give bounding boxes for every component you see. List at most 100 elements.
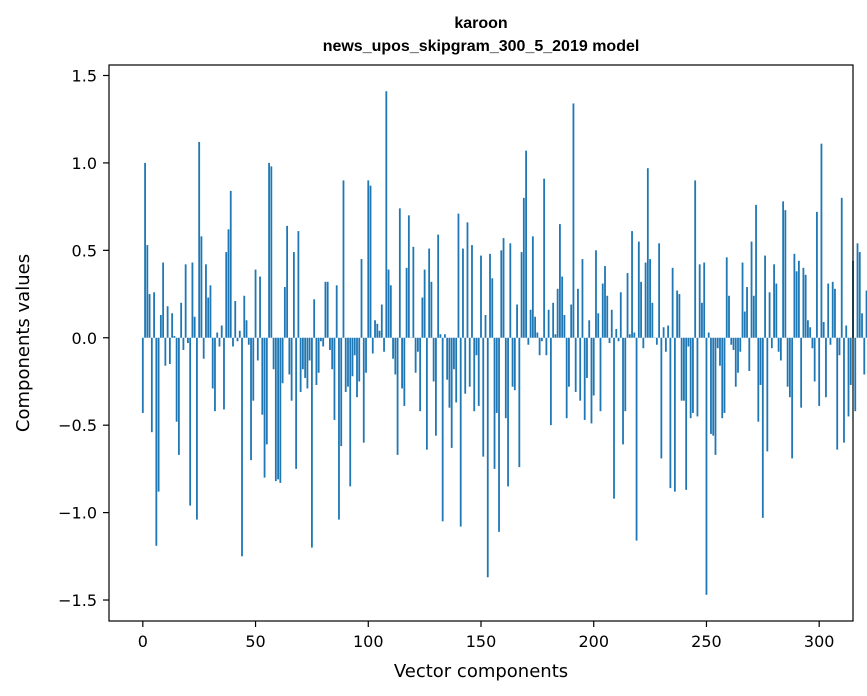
bar-297 bbox=[811, 337, 814, 349]
bar-108 bbox=[385, 91, 388, 338]
bar-62 bbox=[281, 337, 284, 384]
bar-236 bbox=[673, 337, 676, 492]
bar-148 bbox=[475, 337, 478, 356]
bar-91 bbox=[347, 337, 349, 387]
bar-77 bbox=[315, 337, 318, 385]
bar-202 bbox=[597, 313, 600, 338]
y-tick-label: −1.5 bbox=[58, 591, 97, 610]
bar-193 bbox=[577, 288, 579, 338]
bar-2 bbox=[146, 245, 149, 338]
bar-294 bbox=[804, 274, 807, 338]
bar-130 bbox=[435, 337, 437, 436]
bar-54 bbox=[263, 337, 266, 478]
bar-35 bbox=[220, 325, 223, 338]
bar-124 bbox=[421, 297, 424, 338]
bar-61 bbox=[279, 337, 282, 483]
bar-189 bbox=[568, 337, 570, 387]
bar-22 bbox=[191, 262, 194, 338]
bar-156 bbox=[493, 337, 496, 469]
bar-198 bbox=[588, 320, 591, 338]
bar-93 bbox=[351, 337, 354, 377]
bar-248 bbox=[701, 302, 703, 338]
bar-37 bbox=[225, 252, 228, 338]
bar-219 bbox=[635, 337, 638, 541]
bar-320 bbox=[863, 337, 866, 375]
bar-303 bbox=[825, 337, 827, 398]
bar-41 bbox=[234, 301, 237, 338]
bar-9 bbox=[162, 262, 165, 338]
bar-94 bbox=[353, 337, 356, 356]
bar-152 bbox=[484, 315, 487, 338]
bar-155 bbox=[491, 278, 494, 338]
bar-174 bbox=[534, 316, 537, 338]
bars-group bbox=[141, 91, 867, 595]
bar-262 bbox=[732, 337, 735, 350]
bar-14 bbox=[173, 336, 176, 338]
bar-75 bbox=[311, 337, 313, 548]
bar-5 bbox=[153, 292, 155, 338]
bar-249 bbox=[703, 262, 706, 338]
bar-71 bbox=[301, 337, 304, 370]
bar-13 bbox=[171, 313, 174, 338]
plot-area-frame bbox=[108, 64, 854, 622]
bar-232 bbox=[664, 337, 667, 352]
bar-4 bbox=[150, 337, 153, 433]
bar-214 bbox=[624, 337, 627, 412]
bar-18 bbox=[182, 337, 185, 350]
bar-181 bbox=[549, 337, 552, 426]
y-tick-label: 1.0 bbox=[72, 154, 97, 173]
bar-112 bbox=[394, 337, 397, 375]
bar-176 bbox=[538, 337, 541, 356]
bar-293 bbox=[802, 267, 805, 338]
bar-60 bbox=[277, 337, 279, 480]
bar-289 bbox=[793, 253, 796, 338]
bar-146 bbox=[471, 245, 473, 338]
bar-274 bbox=[759, 337, 762, 385]
bar-310 bbox=[840, 197, 843, 338]
bar-281 bbox=[775, 283, 778, 338]
bar-223 bbox=[644, 262, 647, 338]
bar-265 bbox=[739, 337, 742, 352]
bar-321 bbox=[865, 290, 867, 338]
bar-65 bbox=[288, 337, 291, 375]
bar-128 bbox=[430, 281, 433, 338]
bar-263 bbox=[734, 337, 737, 387]
bar-7 bbox=[157, 337, 160, 492]
x-tick-label: 300 bbox=[804, 632, 835, 651]
bar-199 bbox=[590, 337, 593, 424]
bar-241 bbox=[685, 337, 688, 490]
bar-243 bbox=[689, 337, 692, 419]
bar-84 bbox=[331, 337, 334, 370]
bar-100 bbox=[367, 180, 370, 338]
bar-142 bbox=[462, 248, 464, 338]
bar-107 bbox=[383, 337, 385, 352]
bar-117 bbox=[405, 267, 408, 338]
bar-167 bbox=[518, 337, 521, 468]
bar-270 bbox=[750, 241, 753, 338]
bar-50 bbox=[254, 269, 257, 338]
bar-17 bbox=[180, 302, 183, 338]
bar-149 bbox=[477, 337, 480, 406]
x-tick-label: 50 bbox=[245, 632, 265, 651]
bar-127 bbox=[428, 248, 431, 338]
bar-99 bbox=[365, 337, 367, 373]
bar-256 bbox=[719, 337, 721, 366]
y-tick-label: 1.5 bbox=[72, 66, 97, 85]
bar-292 bbox=[800, 337, 803, 408]
bar-120 bbox=[412, 246, 415, 338]
bar-164 bbox=[511, 337, 514, 387]
bar-97 bbox=[360, 259, 363, 338]
bar-277 bbox=[766, 337, 769, 452]
bar-16 bbox=[177, 337, 180, 455]
bar-173 bbox=[531, 236, 534, 338]
bar-268 bbox=[746, 287, 748, 338]
bar-273 bbox=[757, 337, 760, 422]
bar-250 bbox=[705, 337, 708, 595]
bar-153 bbox=[486, 337, 489, 578]
bar-81 bbox=[324, 281, 327, 338]
bar-316 bbox=[854, 337, 857, 412]
bar-288 bbox=[791, 337, 794, 459]
bar-266 bbox=[741, 262, 744, 338]
bar-1 bbox=[144, 162, 146, 338]
bar-23 bbox=[193, 316, 196, 338]
